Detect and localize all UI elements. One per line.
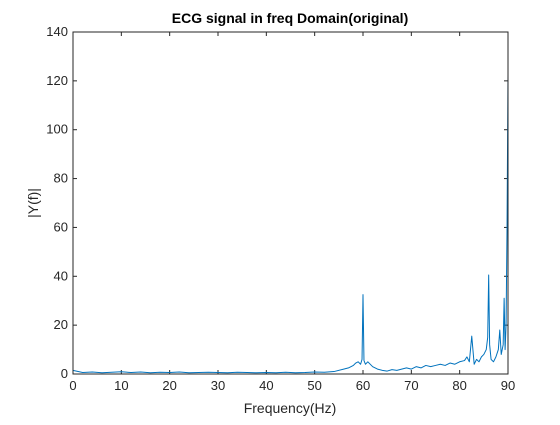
x-tick-label: 0 bbox=[69, 378, 76, 393]
y-tick-label: 100 bbox=[46, 122, 68, 137]
x-tick-label: 90 bbox=[501, 378, 515, 393]
y-tick-label: 80 bbox=[54, 171, 68, 186]
x-tick-label: 30 bbox=[211, 378, 225, 393]
y-tick-label: 40 bbox=[54, 268, 68, 283]
y-tick-label: 140 bbox=[46, 24, 68, 39]
x-tick-label: 70 bbox=[404, 378, 418, 393]
x-tick-label: 60 bbox=[356, 378, 370, 393]
y-axis-label: |Y(f)| bbox=[25, 188, 41, 218]
chart-title: ECG signal in freq Domain(original) bbox=[172, 10, 408, 26]
x-axis-label: Frequency(Hz) bbox=[244, 400, 337, 416]
x-tick-label: 50 bbox=[307, 378, 321, 393]
x-tick-label: 80 bbox=[452, 378, 466, 393]
plot-area bbox=[73, 32, 508, 374]
y-tick-label: 120 bbox=[46, 73, 68, 88]
y-tick-label: 20 bbox=[54, 317, 68, 332]
series-line bbox=[72, 73, 509, 374]
x-tick-label: 40 bbox=[259, 378, 273, 393]
y-tick-label: 60 bbox=[54, 219, 68, 234]
x-tick-label: 20 bbox=[162, 378, 176, 393]
y-tick-label: 0 bbox=[61, 366, 68, 381]
x-tick-label: 10 bbox=[114, 378, 128, 393]
plot-box bbox=[72, 31, 509, 375]
axis-ticks: 0 10 20 30 40 50 60 70 80 90 0 20 40 60 80 100 120 140 bbox=[46, 24, 515, 393]
series-layer bbox=[72, 73, 509, 374]
